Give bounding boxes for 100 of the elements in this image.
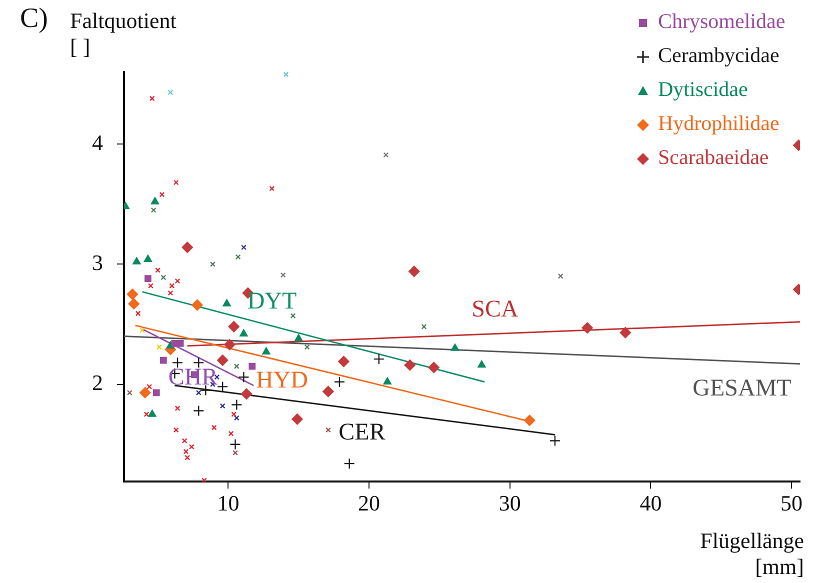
point [224,339,236,350]
point [222,299,231,306]
point [126,288,138,300]
point [148,283,154,289]
point [182,438,188,444]
point [193,405,204,416]
point [132,257,141,264]
legend-label: Chrysomelidae [658,9,786,33]
point [383,152,389,158]
point [174,278,180,284]
point [294,334,303,342]
y-axis-title: Faltquotient [ ] [70,8,176,60]
point [248,362,256,370]
point [231,399,242,410]
point [173,427,179,433]
point [231,412,237,418]
point [344,458,355,470]
point [383,377,392,385]
x-tick-label: 50 [780,490,803,516]
y-tick-label: 3 [92,250,103,275]
y-tick-label: 2 [92,370,103,396]
annotation: GESAMT [692,375,792,402]
point [152,389,160,396]
point [150,197,160,204]
point [216,354,228,366]
point [196,390,202,396]
point [169,283,175,289]
point [140,387,151,398]
text: C) [20,3,48,34]
point [168,290,174,296]
point [228,321,240,332]
annotation: HYD [256,367,308,394]
point [192,299,203,311]
point [140,328,146,333]
point [620,327,631,338]
x-tick-label: 40 [640,490,662,516]
point [144,275,152,282]
x-tick-label: 30 [498,490,521,516]
legend-label: Hydrophilidae [658,111,780,135]
point [283,72,289,78]
point [144,412,150,418]
x-axis-title: Flügellänge [mm] [700,528,804,580]
point [238,372,250,383]
point [230,438,241,450]
x-tick-label: 10 [217,490,240,516]
point [216,381,228,392]
point [240,244,246,250]
point [234,364,240,370]
point [146,384,152,390]
annotation: CER [338,419,386,446]
legend-label: Cerambycidae [658,43,780,67]
point [173,180,179,186]
point [450,344,460,351]
point [126,390,132,396]
point [210,261,216,267]
point [290,313,296,319]
x-tick-label: 20 [358,490,380,516]
point [156,344,162,350]
point [220,403,226,409]
point [128,298,140,310]
y-tick-label: 4 [92,130,103,155]
point [168,90,174,96]
point [240,388,252,400]
point [304,344,310,350]
point [135,310,141,316]
annotation: CHR [168,364,218,390]
point [373,353,385,365]
point [228,430,234,436]
point [262,347,270,354]
point [150,207,156,213]
point [202,478,207,482]
legend-label: Dytiscidae [658,77,748,101]
point [155,267,161,273]
point [188,444,194,450]
point [182,242,193,253]
point [240,329,248,336]
point [174,406,180,412]
point [269,186,275,192]
annotation: DYT [247,288,297,314]
point [235,254,241,260]
point [160,274,166,280]
point [404,359,416,371]
annotation: SCA [472,296,520,322]
point [159,192,165,198]
point [234,415,240,421]
point [338,356,350,368]
point [549,435,561,446]
point [325,427,331,433]
point [478,360,486,368]
point [524,414,536,426]
point [558,273,564,279]
point [428,362,440,374]
point [211,424,217,430]
point [200,384,212,396]
point [408,266,420,277]
point [334,376,346,388]
point [322,386,334,398]
point [280,272,286,278]
point [232,450,238,456]
point [144,254,152,262]
